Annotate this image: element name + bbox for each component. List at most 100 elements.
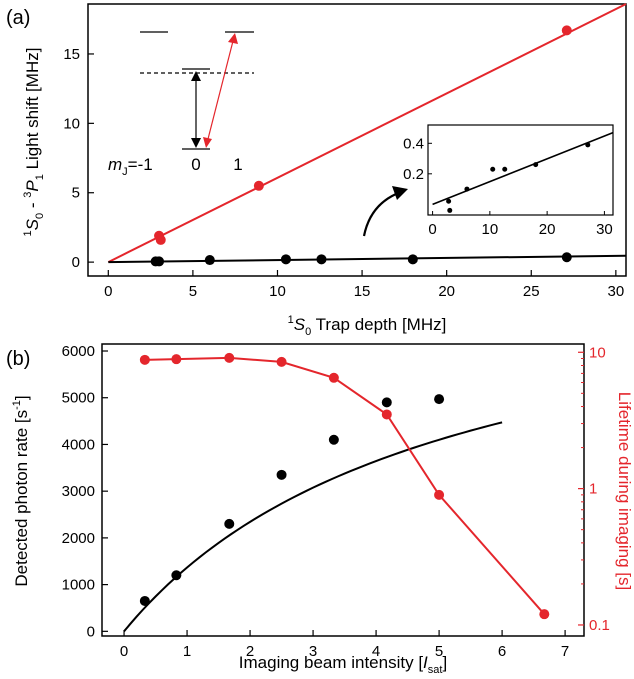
plot-b-ytick-left-label: 4000 [62, 436, 95, 453]
plot-a-xtick-label: 10 [269, 283, 286, 300]
plot-b-xtick-label: 3 [309, 643, 317, 660]
photon-rate-data-point [381, 397, 392, 408]
plot-b-points [139, 352, 550, 620]
inset-fit-line [432, 131, 614, 206]
black-arrowhead-down [191, 138, 201, 148]
inset-xtick-label: 30 [596, 221, 613, 238]
mj-label: mJ=-1 [108, 155, 153, 178]
plot-b-ylabel-left: Detected photon rate [s-1] [11, 395, 31, 586]
photon-rate-data-point [139, 595, 150, 606]
panel-b: (b) 0 1 2 3 4 5 6 7 0 1000 2000 3000 4000 5000 6000 0.1… [6, 343, 634, 676]
plot-b-xtick-label: 0 [120, 643, 128, 660]
plot-a-xtick-label: 25 [523, 283, 540, 300]
mj-label-0: 0 [191, 155, 200, 174]
lifetime-data-point [381, 409, 392, 420]
photon-rate-data-point [171, 570, 182, 581]
plot-b-xlabel: Imaging beam intensity [Isat] [239, 653, 447, 676]
red-data-point [561, 25, 572, 36]
plot-a-xtick-label: 30 [608, 283, 625, 300]
plot-b-ytick-left-label: 3000 [62, 483, 95, 500]
inset-pointer-arrow [362, 193, 397, 237]
photon-rate-data-point [276, 469, 287, 480]
lifetime-data-point [539, 609, 550, 620]
lifetime-data-point [171, 354, 182, 365]
plot-a-frame [87, 3, 627, 277]
plot-b-ytick-left-label: 5000 [62, 390, 95, 407]
photon-rate-data-point [224, 518, 235, 529]
mj-label-1: 1 [233, 155, 242, 174]
inset-data-point [464, 186, 470, 192]
inset-xtick-label: 20 [539, 221, 556, 238]
plot-b-xtick-label: 5 [435, 643, 443, 660]
plot-a-xtick-label: 15 [354, 283, 371, 300]
black-fit-line [108, 254, 627, 264]
plot-a-xlabel: 1S0 Trap depth [MHz] [288, 314, 447, 338]
plot-b-fits [123, 356, 546, 632]
lifetime-data-point [139, 354, 150, 365]
plot-b-ytick-right-label: 10 [589, 344, 606, 361]
plot-b-ytick-left-label: 2000 [62, 530, 95, 547]
plot-b-frame [101, 343, 585, 637]
plot-a-ytick-label: 5 [72, 185, 80, 202]
plot-b-ylabel-right: Lifetime during imaging [s] [615, 392, 634, 590]
plot-a-ytick-label: 15 [63, 46, 80, 63]
black-data-point [561, 252, 572, 263]
inset-data-point [447, 207, 453, 213]
level-diagram: mJ=-1 0 1 [108, 31, 254, 178]
plot-b-xtick-label: 7 [561, 643, 569, 660]
plot-b-xtick-label: 6 [498, 643, 506, 660]
plot-b-xtick-label: 4 [372, 643, 380, 660]
plot-b-ytick-left-label: 1000 [62, 577, 95, 594]
red-data-point [253, 180, 264, 191]
inset-data-point [490, 166, 496, 172]
inset-xtick-label: 0 [428, 221, 436, 238]
plot-b-ytick-right-label: 0.1 [589, 617, 610, 634]
lifetime-data-point [434, 489, 445, 500]
plot-a-points [150, 25, 572, 267]
inset-xtick-label: 10 [482, 221, 499, 238]
red-transition-arrow [207, 40, 234, 140]
inset-data-point [502, 166, 508, 172]
inset: 0 10 20 30 0.2 0.4 [403, 124, 614, 238]
black-data-point [407, 254, 418, 265]
lifetime-data-point [276, 356, 287, 367]
plot-b-ticks: 0 1 2 3 4 5 6 7 0 1000 2000 3000 4000 5000 6000 0.1 1 10 [62, 343, 610, 660]
plot-a-xtick-label: 5 [189, 283, 197, 300]
red-arrowhead-up [228, 33, 238, 44]
inset-ytick-label: 0.2 [403, 166, 424, 183]
red-arrowhead-down [203, 137, 212, 148]
black-data-point [204, 255, 215, 266]
panel-a-label: (a) [6, 7, 30, 29]
plot-a-xtick-label: 0 [104, 283, 112, 300]
lifetime-data-point [328, 372, 339, 383]
plot-b-ytick-left-label: 6000 [62, 343, 95, 360]
inset-marks [432, 131, 614, 213]
lifetime-line [144, 356, 546, 615]
photon-rate-data-point [434, 394, 445, 405]
plot-a-xtick-label: 20 [438, 283, 455, 300]
inset-pointer-arrowhead [392, 186, 408, 200]
black-arrowhead-up [191, 71, 201, 81]
black-data-point [316, 254, 327, 265]
plot-b-ytick-left-label: 0 [87, 623, 95, 640]
inset-data-point [533, 162, 539, 168]
photon-rate-fit-curve [123, 421, 503, 632]
photon-rate-data-point [328, 434, 339, 445]
red-data-point [155, 234, 166, 245]
black-data-point [154, 256, 165, 267]
inset-ticks: 0 10 20 30 0.2 0.4 [403, 135, 613, 238]
inset-ytick-label: 0.4 [403, 135, 424, 152]
plot-b-ytick-right-label: 1 [589, 481, 597, 498]
inset-data-point [585, 142, 591, 148]
plot-a-ytick-label: 0 [72, 254, 80, 271]
red-fit-line [107, 3, 627, 264]
plot-a-ytick-label: 10 [63, 115, 80, 132]
black-data-point [280, 254, 291, 265]
inset-data-point [446, 198, 452, 204]
plot-a-ylabel: 1S0 - 3P1 Light shift [MHz] [22, 48, 46, 237]
plot-b-xtick-label: 2 [246, 643, 254, 660]
plot-b-xtick-label: 1 [183, 643, 191, 660]
